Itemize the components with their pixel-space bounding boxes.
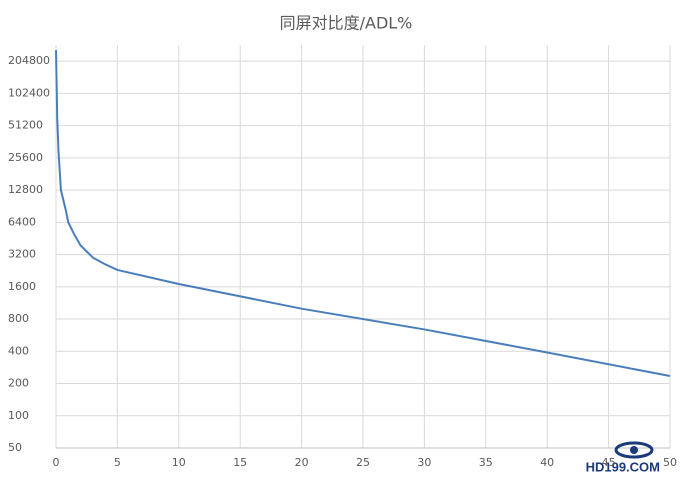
x-tick-label: 35 xyxy=(479,456,493,469)
x-tick-label: 20 xyxy=(295,456,309,469)
y-tick-label: 200 xyxy=(8,377,29,390)
y-tick-label: 100 xyxy=(8,409,29,422)
x-tick-label: 25 xyxy=(356,456,370,469)
y-tick-label: 25600 xyxy=(8,151,43,164)
x-tick-label: 40 xyxy=(540,456,554,469)
x-tick-label: 45 xyxy=(602,456,616,469)
y-tick-label: 51200 xyxy=(8,119,43,132)
y-tick-label: 50 xyxy=(8,441,22,454)
y-tick-label: 3200 xyxy=(8,248,36,261)
x-tick-label: 30 xyxy=(417,456,431,469)
chart-title: 同屏对比度/ADL% xyxy=(280,14,413,33)
data-line xyxy=(55,50,671,378)
y-tick-label: 12800 xyxy=(8,183,43,196)
x-tick-label: 5 xyxy=(114,456,121,469)
y-tick-label: 1600 xyxy=(8,280,36,293)
y-tick-label: 6400 xyxy=(8,215,36,228)
x-tick-label: 50 xyxy=(663,456,677,469)
x-tick-label: 10 xyxy=(172,456,186,469)
y-tick-label: 400 xyxy=(8,344,29,357)
y-tick-label: 800 xyxy=(8,312,29,325)
watermark-icon xyxy=(614,441,654,459)
watermark: HD199.COM xyxy=(586,459,660,474)
y-tick-label: 102400 xyxy=(8,86,50,99)
x-tick-label: 0 xyxy=(53,456,60,469)
x-tick-label: 15 xyxy=(233,456,247,469)
y-tick-label: 204800 xyxy=(8,54,50,67)
